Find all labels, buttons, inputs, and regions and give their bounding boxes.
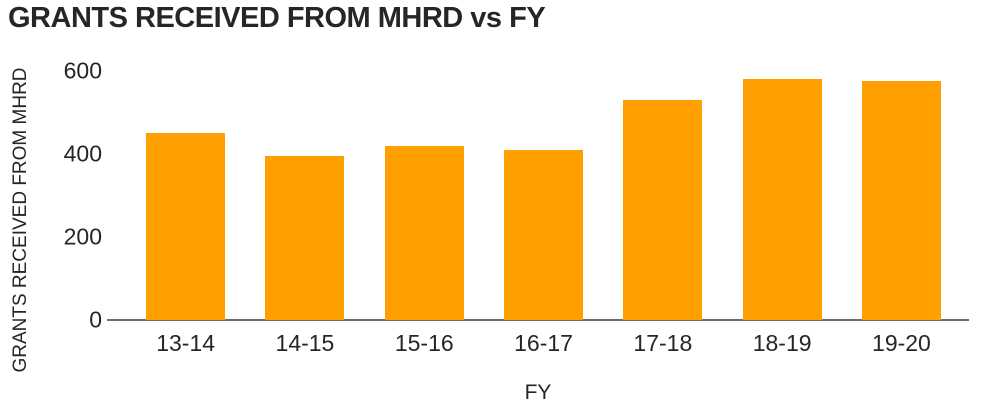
bar — [861, 81, 941, 320]
x-tick-label: 13-14 — [156, 330, 216, 356]
x-tick-label: 17-18 — [633, 330, 693, 356]
chart-title: GRANTS RECEIVED FROM MHRD vs FY — [8, 2, 546, 34]
bar — [146, 133, 226, 320]
y-tick-label: 200 — [63, 223, 102, 250]
x-tick-label: 15-16 — [394, 330, 454, 356]
x-tick-label: 18-19 — [752, 330, 812, 356]
bar — [504, 149, 584, 320]
bar — [623, 100, 703, 320]
y-tick-label: 600 — [63, 57, 102, 84]
bar — [384, 145, 464, 320]
x-tick-label: 19-20 — [872, 330, 931, 356]
x-axis-title: FY — [524, 381, 552, 404]
y-tick-label: 0 — [89, 306, 102, 333]
x-tick-label: 16-17 — [514, 330, 573, 356]
x-axis-line — [107, 319, 969, 321]
x-tick-label: 14-15 — [275, 330, 335, 356]
y-tick-label: 400 — [63, 140, 102, 167]
bar — [742, 79, 822, 320]
bar — [265, 156, 345, 320]
